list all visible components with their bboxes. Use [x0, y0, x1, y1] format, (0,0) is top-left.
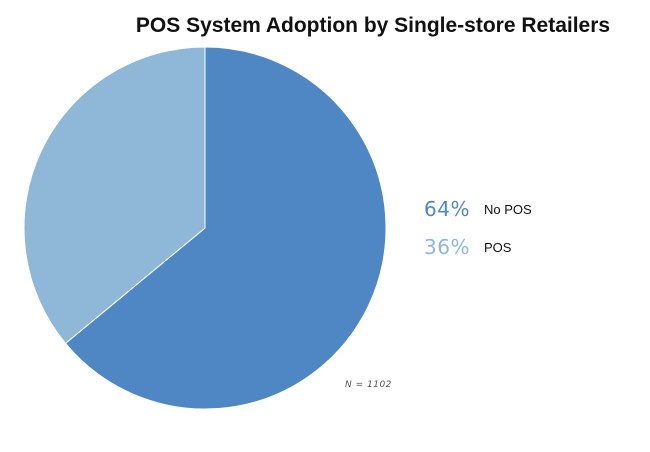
legend-item-no-pos: 64% No POS	[424, 190, 532, 228]
sample-size-note: N = 1102	[345, 380, 392, 390]
legend-value-pos: 36%	[424, 235, 470, 259]
chart-title: POS System Adoption by Single-store Reta…	[135, 14, 611, 37]
legend: 64% No POS 36% POS	[424, 190, 532, 266]
pie-slice-no-pos	[64, 46, 387, 410]
legend-value-no-pos: 64%	[424, 197, 470, 221]
pie-slice-pos	[23, 46, 206, 345]
legend-label-no-pos: No POS	[484, 201, 532, 217]
legend-item-pos: 36% POS	[424, 228, 532, 266]
legend-label-pos: POS	[484, 239, 512, 255]
